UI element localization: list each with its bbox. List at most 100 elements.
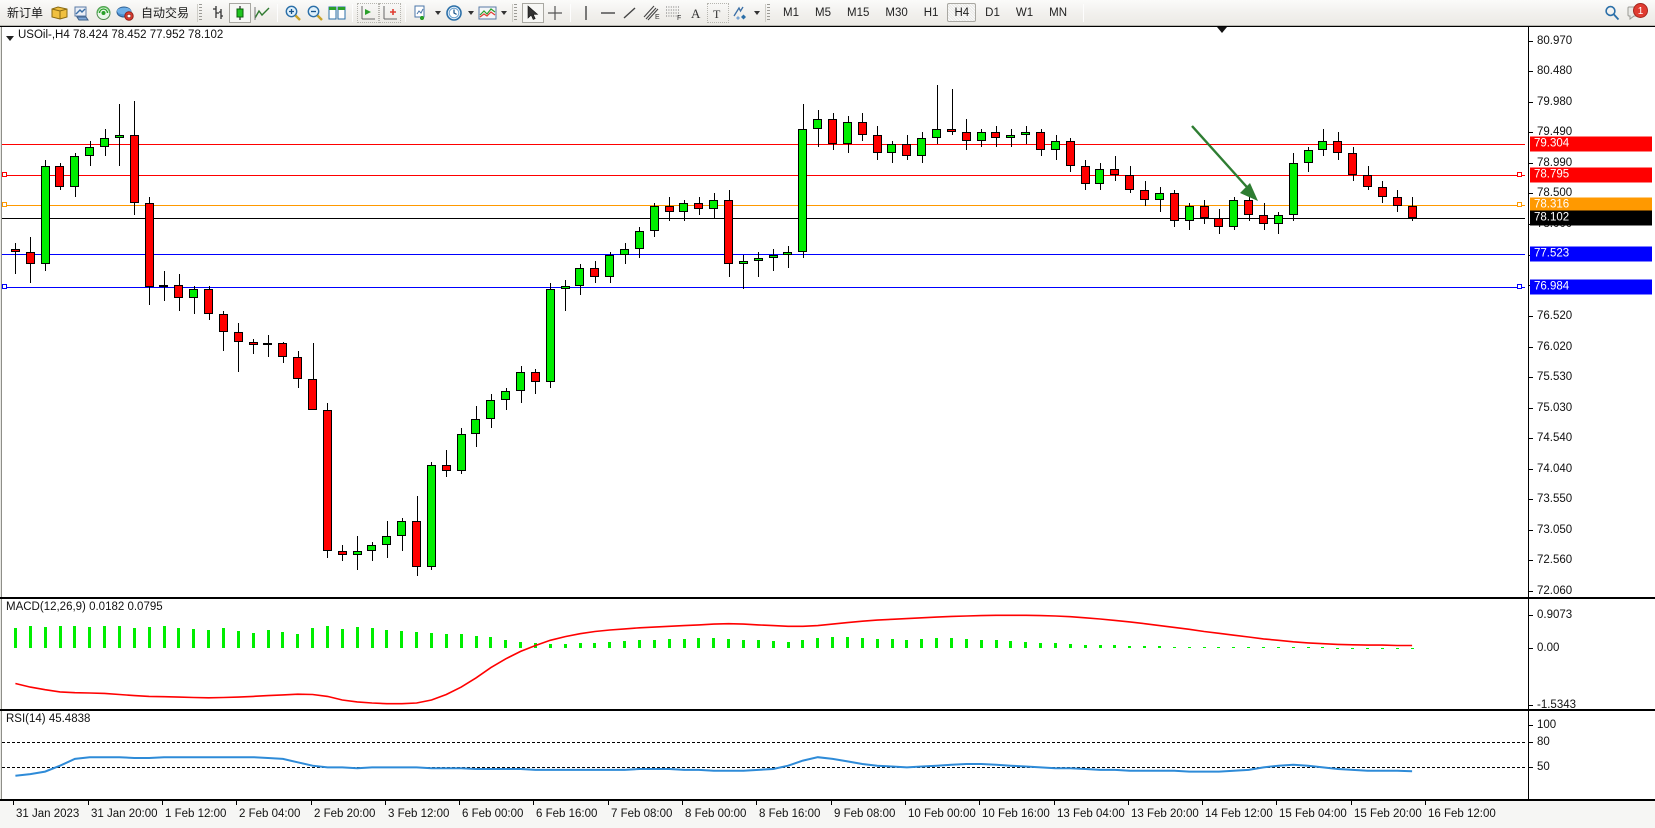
level-line-last-price[interactable]: [2, 218, 1525, 220]
notification-icon[interactable]: 1: [1623, 2, 1649, 23]
price-tick: [1529, 41, 1533, 42]
level-anchor-support-2[interactable]: [2, 284, 7, 290]
new-chart-dropdown-icon[interactable]: [432, 3, 443, 23]
text-icon[interactable]: A: [685, 3, 707, 23]
macd-histogram-bar: [311, 628, 314, 649]
macd-histogram-bar: [118, 626, 121, 649]
rsi-axis[interactable]: 100 80 50: [1528, 711, 1655, 799]
toolbar-grip-2[interactable]: [512, 3, 520, 22]
drawing-tools-dropdown-icon[interactable]: [751, 3, 762, 23]
line-chart-icon[interactable]: [251, 3, 273, 23]
candle-body: [590, 267, 600, 277]
level-line-support-1[interactable]: [2, 253, 1525, 255]
timeframe-m5[interactable]: M5: [815, 7, 831, 19]
symbol-collapse-icon[interactable]: [6, 36, 14, 41]
tile-windows-icon[interactable]: [326, 3, 348, 23]
level-anchor-right-pivot[interactable]: [1517, 201, 1522, 207]
auto-scroll-icon[interactable]: [379, 2, 402, 23]
rsi-plot[interactable]: [2, 711, 1525, 799]
macd-histogram-bar: [267, 630, 270, 649]
zoom-out-icon[interactable]: [304, 3, 326, 23]
price-axis[interactable]: 80.97080.48079.98079.49078.99078.50078.0…: [1528, 27, 1655, 597]
time-tick-label: 13 Feb 20:00: [1131, 808, 1199, 820]
time-axis[interactable]: 31 Jan 2023 31 Jan 20:00 1 Feb 12:00 2 Feb …: [0, 800, 1655, 828]
toolbar-grip-3[interactable]: [765, 3, 773, 22]
price-plot[interactable]: [2, 27, 1525, 597]
text-label-icon[interactable]: T: [707, 2, 730, 23]
rsi-pane[interactable]: RSI(14) 45.4838 100 80 50: [0, 710, 1655, 800]
chart-area[interactable]: USOil-,H4 78.424 78.452 77.952 78.102 80…: [0, 26, 1655, 828]
toolbar-grip[interactable]: [197, 3, 205, 22]
timeframe-mn[interactable]: MN: [1049, 7, 1067, 19]
bar-chart-icon[interactable]: [207, 3, 229, 23]
toolbar-separator-5: [1083, 3, 1084, 22]
level-anchor-resistance-2[interactable]: [2, 172, 7, 178]
expert-advisor-icon[interactable]: [114, 3, 136, 23]
level-anchor-pivot[interactable]: [2, 201, 7, 207]
fibonacci-icon[interactable]: F: [663, 3, 685, 23]
print-preview-icon[interactable]: [70, 3, 92, 23]
candlestick-chart-icon[interactable]: [229, 2, 252, 23]
equidistant-channel-icon[interactable]: E: [641, 3, 663, 23]
timeframe-m1[interactable]: M1: [783, 7, 800, 19]
level-line-resistance-2[interactable]: [2, 175, 1525, 177]
timeframe-h4[interactable]: H4: [947, 3, 977, 22]
level-line-pivot[interactable]: [2, 204, 1525, 206]
macd-histogram-bar: [73, 626, 76, 649]
candle-body: [1289, 162, 1299, 216]
price-level-tag-resistance-1[interactable]: 79.304: [1530, 136, 1652, 152]
timeframe-d1[interactable]: D1: [985, 7, 1000, 19]
price-level-tag-resistance-2[interactable]: 78.795: [1530, 167, 1652, 183]
timeframe-h1[interactable]: H1: [923, 7, 939, 19]
cursor-icon[interactable]: [522, 2, 545, 23]
indicators-dropdown-icon[interactable]: [498, 3, 509, 23]
price-level-tag-support-1[interactable]: 77.523: [1530, 246, 1652, 262]
chart-shift-icon[interactable]: [357, 2, 380, 23]
macd-histogram-bar: [772, 641, 775, 649]
macd-histogram-bar: [905, 639, 908, 649]
new-order-button[interactable]: 新订单: [2, 2, 48, 24]
drawing-tools-icon[interactable]: [729, 3, 751, 23]
price-level-tag-pivot[interactable]: 78.316: [1530, 197, 1652, 213]
candle-body: [85, 147, 95, 157]
search-icon[interactable]: [1601, 3, 1623, 23]
macd-axis[interactable]: 0.9073 0.00 -1.5343: [1528, 599, 1655, 711]
macd-histogram-bar: [980, 639, 983, 649]
timeframe-m15[interactable]: M15: [847, 7, 870, 19]
auto-trading-button[interactable]: 自动交易: [136, 2, 194, 24]
new-chart-icon[interactable]: [410, 3, 432, 23]
level-anchor-right-resistance-2[interactable]: [1517, 172, 1522, 178]
price-pane[interactable]: USOil-,H4 78.424 78.452 77.952 78.102 80…: [0, 26, 1655, 598]
indicators-icon[interactable]: [476, 3, 498, 23]
vertical-line-icon[interactable]: [575, 3, 597, 23]
folder-icon[interactable]: [48, 3, 70, 23]
zoom-in-icon[interactable]: [282, 3, 304, 23]
time-tick-label: 16 Feb 12:00: [1428, 808, 1496, 820]
period-dropdown-icon[interactable]: [465, 3, 476, 23]
macd-histogram-bar: [787, 641, 790, 649]
signal-icon[interactable]: [92, 3, 114, 23]
horizontal-line-icon[interactable]: [597, 3, 619, 23]
period-clock-icon[interactable]: [443, 3, 465, 23]
trendline-icon[interactable]: [619, 3, 641, 23]
macd-plot[interactable]: [2, 599, 1525, 709]
macd-histogram-bar: [727, 638, 730, 649]
macd-histogram-bar: [400, 630, 403, 649]
candle-body: [828, 119, 838, 145]
level-anchor-right-support-2[interactable]: [1517, 284, 1522, 290]
level-line-support-2[interactable]: [2, 287, 1525, 289]
time-tick-label: 2 Feb 20:00: [314, 808, 376, 820]
price-level-tag-support-2[interactable]: 76.984: [1530, 279, 1652, 295]
macd-histogram-bar: [1158, 646, 1161, 649]
candle-body: [1200, 205, 1210, 219]
level-line-resistance-1[interactable]: [2, 143, 1525, 145]
macd-pane[interactable]: MACD(12,26,9) 0.0182 0.0795 0.9073 0.00 -1…: [0, 598, 1655, 711]
macd-histogram-bar: [1396, 647, 1399, 649]
price-tick-label: 78.500: [1537, 187, 1573, 200]
timeframe-m30[interactable]: M30: [885, 7, 908, 19]
crosshair-icon[interactable]: [544, 3, 566, 23]
rsi-line: [15, 756, 1413, 777]
trend-arrow-icon: [1191, 125, 1258, 201]
price-level-tag-last-price[interactable]: 78.102: [1530, 210, 1652, 226]
timeframe-w1[interactable]: W1: [1015, 7, 1034, 19]
